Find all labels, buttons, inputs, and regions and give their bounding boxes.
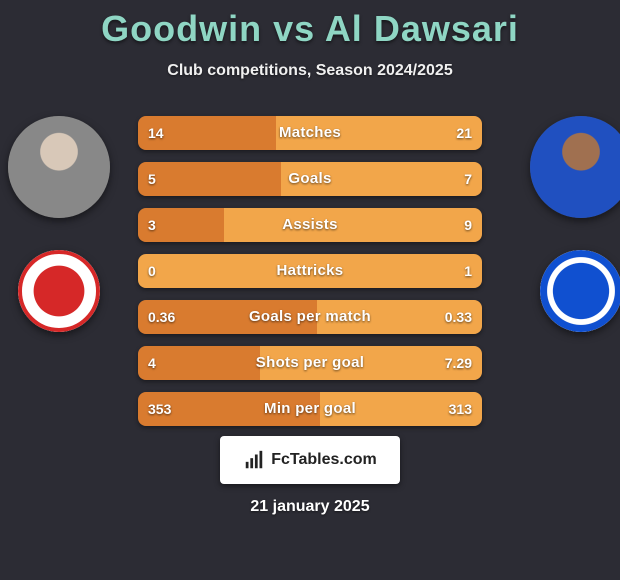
stat-row: Assists3 9 bbox=[138, 208, 482, 242]
stat-left-value: 5 bbox=[138, 162, 166, 196]
stat-label: Matches bbox=[138, 116, 482, 150]
date-text: 21 january 2025 bbox=[0, 498, 620, 516]
stat-left-value: 0 bbox=[138, 254, 166, 288]
chart-icon bbox=[243, 449, 265, 471]
stat-right-value: 9 bbox=[454, 208, 482, 242]
stat-right-value: 0.33 bbox=[435, 300, 482, 334]
stat-right-value: 7 bbox=[454, 162, 482, 196]
brand-badge: FcTables.com bbox=[220, 436, 400, 484]
player2-club-logo bbox=[540, 250, 620, 332]
stat-row: Min per goal353 313 bbox=[138, 392, 482, 426]
stat-bars: Matches14 21 Goals5 7 Assists3 9 Hattricks0 1 Go… bbox=[138, 116, 482, 438]
stat-label: Assists bbox=[138, 208, 482, 242]
stat-left-value: 4 bbox=[138, 346, 166, 380]
stat-label: Shots per goal bbox=[138, 346, 482, 380]
page-title: Goodwin vs Al Dawsari bbox=[0, 0, 620, 50]
subtitle: Club competitions, Season 2024/2025 bbox=[0, 62, 620, 80]
stat-left-value: 353 bbox=[138, 392, 181, 426]
brand-text: FcTables.com bbox=[271, 451, 377, 469]
stat-row: Shots per goal4 7.29 bbox=[138, 346, 482, 380]
player1-club-logo bbox=[18, 250, 100, 332]
stat-left-value: 3 bbox=[138, 208, 166, 242]
player2-avatar bbox=[530, 116, 620, 218]
stat-label: Hattricks bbox=[138, 254, 482, 288]
stat-row: Matches14 21 bbox=[138, 116, 482, 150]
stat-row: Goals per match0.36 0.33 bbox=[138, 300, 482, 334]
stat-label: Goals bbox=[138, 162, 482, 196]
stat-right-value: 21 bbox=[446, 116, 482, 150]
stat-right-value: 313 bbox=[439, 392, 482, 426]
stat-right-value: 7.29 bbox=[435, 346, 482, 380]
stat-label: Min per goal bbox=[138, 392, 482, 426]
title-player1: Goodwin bbox=[101, 8, 262, 49]
stat-left-value: 0.36 bbox=[138, 300, 185, 334]
stat-left-value: 14 bbox=[138, 116, 174, 150]
stat-row: Hattricks0 1 bbox=[138, 254, 482, 288]
title-player2: Al Dawsari bbox=[325, 8, 519, 49]
title-vs: vs bbox=[273, 8, 325, 49]
stat-right-value: 1 bbox=[454, 254, 482, 288]
stat-row: Goals5 7 bbox=[138, 162, 482, 196]
stat-label: Goals per match bbox=[138, 300, 482, 334]
player1-avatar bbox=[8, 116, 110, 218]
